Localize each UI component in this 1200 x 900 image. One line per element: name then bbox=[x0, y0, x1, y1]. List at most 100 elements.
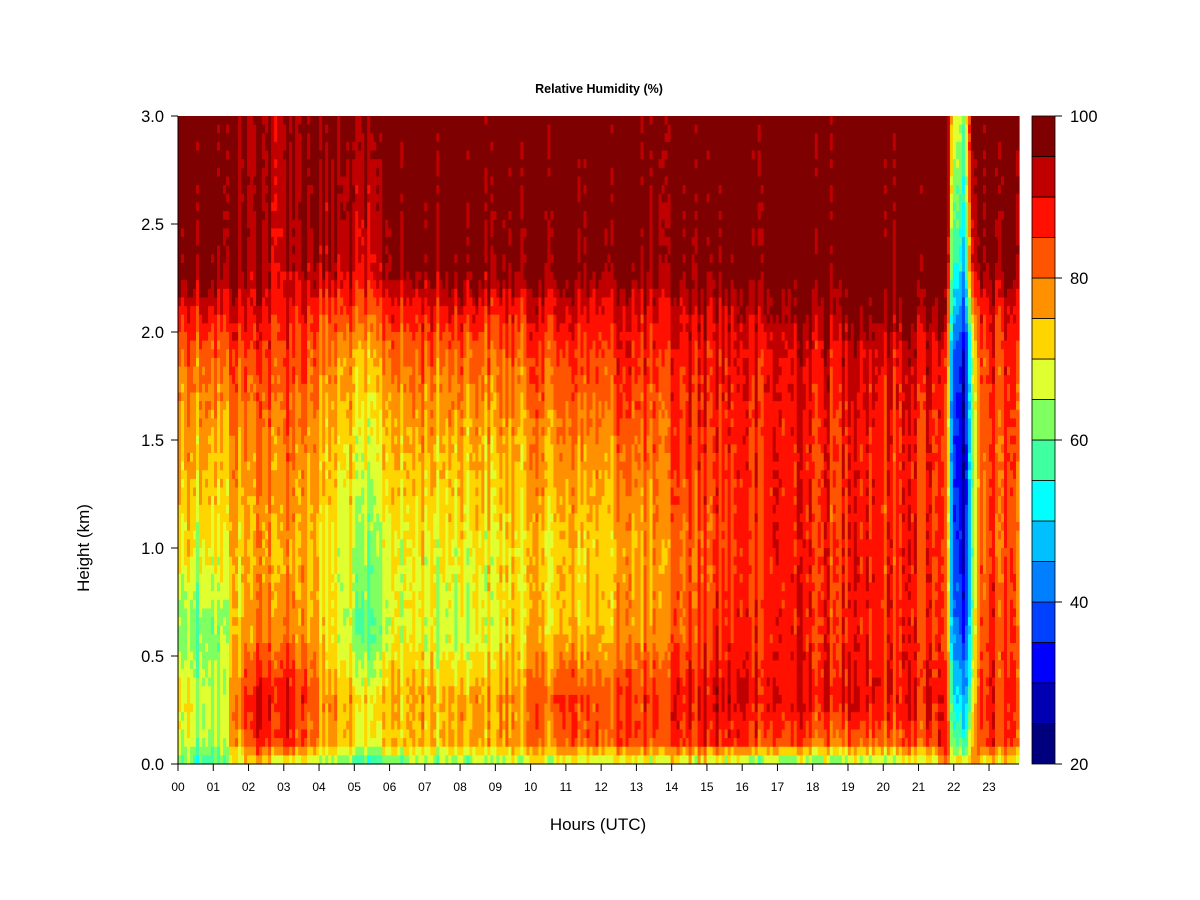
heatmap-cell bbox=[199, 444, 203, 454]
heatmap-cell bbox=[223, 332, 227, 342]
heatmap-cell bbox=[205, 478, 209, 489]
heatmap-cell bbox=[313, 116, 317, 126]
heatmap-cell bbox=[343, 599, 347, 610]
heatmap-cell bbox=[325, 409, 329, 419]
heatmap-cell bbox=[262, 176, 266, 186]
heatmap-cell bbox=[274, 409, 278, 419]
heatmap-cell bbox=[307, 245, 311, 255]
heatmap-cell bbox=[271, 703, 275, 713]
heatmap-cell bbox=[274, 513, 278, 523]
heatmap-cell bbox=[301, 651, 305, 661]
heatmap-cell bbox=[310, 245, 314, 255]
heatmap-cell bbox=[295, 383, 299, 394]
heatmap-cell bbox=[196, 668, 200, 679]
heatmap-cell bbox=[343, 625, 347, 635]
heatmap-cell bbox=[259, 703, 263, 713]
heatmap-cell bbox=[319, 288, 323, 299]
heatmap-cell bbox=[247, 729, 251, 739]
heatmap-cell bbox=[349, 202, 353, 212]
heatmap-cell bbox=[304, 167, 308, 178]
heatmap-cell bbox=[298, 383, 302, 394]
heatmap-cell bbox=[331, 288, 335, 299]
heatmap-cell bbox=[202, 634, 206, 644]
heatmap-cell bbox=[274, 461, 278, 471]
heatmap-cell bbox=[190, 599, 194, 610]
heatmap-cell bbox=[337, 496, 341, 506]
heatmap-cell bbox=[265, 703, 269, 713]
heatmap-cell bbox=[232, 409, 236, 419]
heatmap-cell bbox=[313, 401, 317, 411]
heatmap-cell bbox=[256, 755, 260, 765]
heatmap-cell bbox=[334, 625, 338, 635]
heatmap-cell bbox=[325, 461, 329, 471]
heatmap-cell bbox=[199, 401, 203, 411]
heatmap-cell bbox=[277, 427, 281, 437]
heatmap-cell bbox=[232, 643, 236, 653]
heatmap-cell bbox=[259, 297, 263, 307]
heatmap-cell bbox=[208, 591, 212, 601]
heatmap-cell bbox=[196, 513, 200, 523]
heatmap-cell bbox=[337, 599, 341, 610]
heatmap-cell bbox=[178, 504, 182, 515]
heatmap-cell bbox=[244, 401, 248, 411]
heatmap-cell bbox=[289, 608, 293, 618]
heatmap-cell bbox=[250, 599, 254, 610]
heatmap-cell bbox=[268, 176, 272, 186]
heatmap-cell bbox=[280, 668, 284, 679]
heatmap-cell bbox=[295, 729, 299, 739]
heatmap-cell bbox=[277, 409, 281, 419]
heatmap-cell bbox=[214, 522, 218, 532]
heatmap-cell bbox=[289, 314, 293, 324]
heatmap-cell bbox=[334, 565, 338, 575]
heatmap-cell bbox=[178, 159, 182, 169]
heatmap-cell bbox=[271, 245, 275, 255]
heatmap-cell bbox=[250, 167, 254, 178]
heatmap-cell bbox=[319, 461, 323, 471]
heatmap-cell bbox=[271, 219, 275, 229]
heatmap-cell bbox=[286, 375, 290, 385]
heatmap-cell bbox=[289, 185, 293, 195]
heatmap-cell bbox=[295, 591, 299, 601]
heatmap-cell bbox=[178, 167, 182, 178]
heatmap-cell bbox=[226, 202, 230, 212]
heatmap-cell bbox=[226, 496, 230, 506]
heatmap-cell bbox=[250, 357, 254, 368]
heatmap-cell bbox=[217, 375, 221, 385]
heatmap-cell bbox=[328, 651, 332, 661]
heatmap-cell bbox=[202, 522, 206, 532]
heatmap-cell bbox=[217, 202, 221, 212]
heatmap-cell bbox=[262, 167, 266, 178]
heatmap-cell bbox=[265, 211, 269, 221]
heatmap-cell bbox=[250, 435, 254, 445]
heatmap-cell bbox=[214, 452, 218, 463]
heatmap-cell bbox=[340, 634, 344, 644]
heatmap-cell bbox=[208, 617, 212, 627]
heatmap-cell bbox=[208, 167, 212, 178]
heatmap-cell bbox=[283, 167, 287, 178]
heatmap-cell bbox=[184, 548, 188, 558]
heatmap-cell bbox=[226, 452, 230, 463]
heatmap-cell bbox=[217, 591, 221, 601]
heatmap-cell bbox=[319, 694, 323, 705]
heatmap-cell bbox=[235, 401, 239, 411]
heatmap-cell bbox=[235, 375, 239, 385]
heatmap-cell bbox=[292, 332, 296, 342]
heatmap-cell bbox=[286, 729, 290, 739]
heatmap-cell bbox=[301, 720, 305, 731]
heatmap-cell bbox=[316, 617, 320, 627]
heatmap-cell bbox=[295, 755, 299, 765]
heatmap-cell bbox=[256, 703, 260, 713]
heatmap-cell bbox=[199, 712, 203, 722]
heatmap-cell bbox=[304, 427, 308, 437]
heatmap-cell bbox=[196, 461, 200, 471]
heatmap-cell bbox=[205, 556, 209, 566]
heatmap-cell bbox=[196, 625, 200, 635]
heatmap-cell bbox=[184, 452, 188, 463]
heatmap-cell bbox=[235, 288, 239, 299]
heatmap-cell bbox=[220, 254, 224, 264]
heatmap-cell bbox=[262, 124, 266, 134]
heatmap-cell bbox=[295, 116, 299, 126]
heatmap-cell bbox=[184, 418, 188, 428]
heatmap-cell bbox=[316, 729, 320, 739]
heatmap-cell bbox=[214, 167, 218, 178]
